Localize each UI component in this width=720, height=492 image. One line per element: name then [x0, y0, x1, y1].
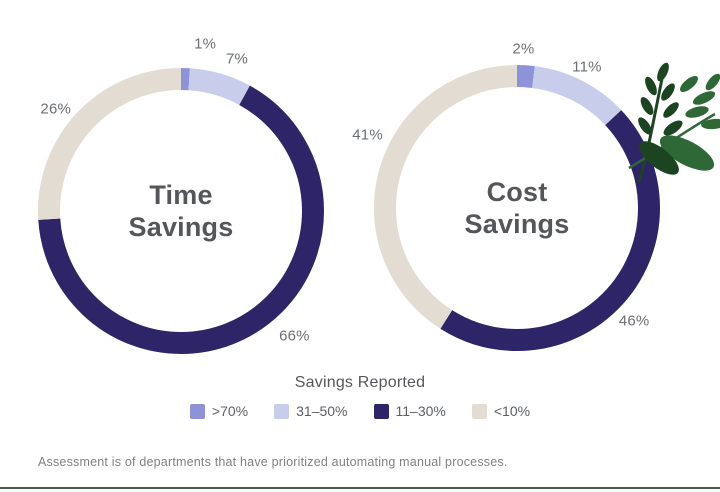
cost-savings-donut-title: Cost Savings: [367, 58, 667, 358]
leaf-illustration: [628, 62, 720, 183]
donut-segment-11–30%: [374, 65, 660, 351]
legend-swatch-icon: [189, 403, 205, 419]
donut-center-line: Savings: [464, 209, 570, 239]
legend-item-label: >70%: [211, 403, 249, 419]
donut-value-label: 41%: [352, 126, 383, 144]
legend-item-label: 11–30%: [395, 403, 446, 419]
donut-value-label: 66%: [279, 327, 310, 345]
legend-item: 31–50%: [274, 403, 348, 419]
legend-item: >70%: [189, 403, 249, 419]
donut-value-label: 7%: [225, 50, 249, 68]
bottom-divider-line: [0, 487, 720, 489]
legend-item: <10%: [471, 403, 531, 419]
time-savings-donut-chart: Time Savings 1% 7% 66% 26%: [31, 36, 331, 361]
legend-swatch-icon: [373, 403, 389, 419]
donut-center-line: Time: [149, 180, 213, 210]
donut-segment->70%: [374, 65, 660, 351]
footnote-text: Assessment is of departments that have p…: [38, 455, 508, 469]
cost-savings-donut-ring: [374, 65, 660, 351]
legend-swatch-icon: [274, 403, 290, 419]
donut-center-line: Cost: [486, 177, 548, 207]
legend-item: 11–30%: [373, 403, 446, 419]
donut-value-label: 1%: [194, 35, 217, 53]
legend-title: Savings Reported: [294, 374, 426, 391]
time-savings-donut-ring: [38, 68, 324, 354]
donut-segment-<10%: [38, 68, 324, 354]
legend-items: >70% 31–50% 11–30% <10%: [0, 403, 720, 419]
donut-center-line: Savings: [128, 212, 234, 242]
donut-segment-11–30%: [38, 68, 324, 354]
cost-savings-donut-chart: Cost Savings 2% 11% 46% 41%: [352, 41, 667, 358]
donut-value-label: 11%: [572, 58, 602, 76]
donut-value-label: 26%: [40, 100, 72, 118]
time-savings-donut-title: Time Savings: [31, 61, 331, 361]
donut-segment-<10%: [374, 65, 660, 351]
legend-swatch-icon: [471, 403, 487, 419]
donut-value-label: 46%: [618, 312, 650, 330]
donut-value-label: 2%: [512, 40, 535, 58]
legend-item-label: 31–50%: [296, 403, 348, 419]
legend-item-label: <10%: [493, 403, 531, 419]
